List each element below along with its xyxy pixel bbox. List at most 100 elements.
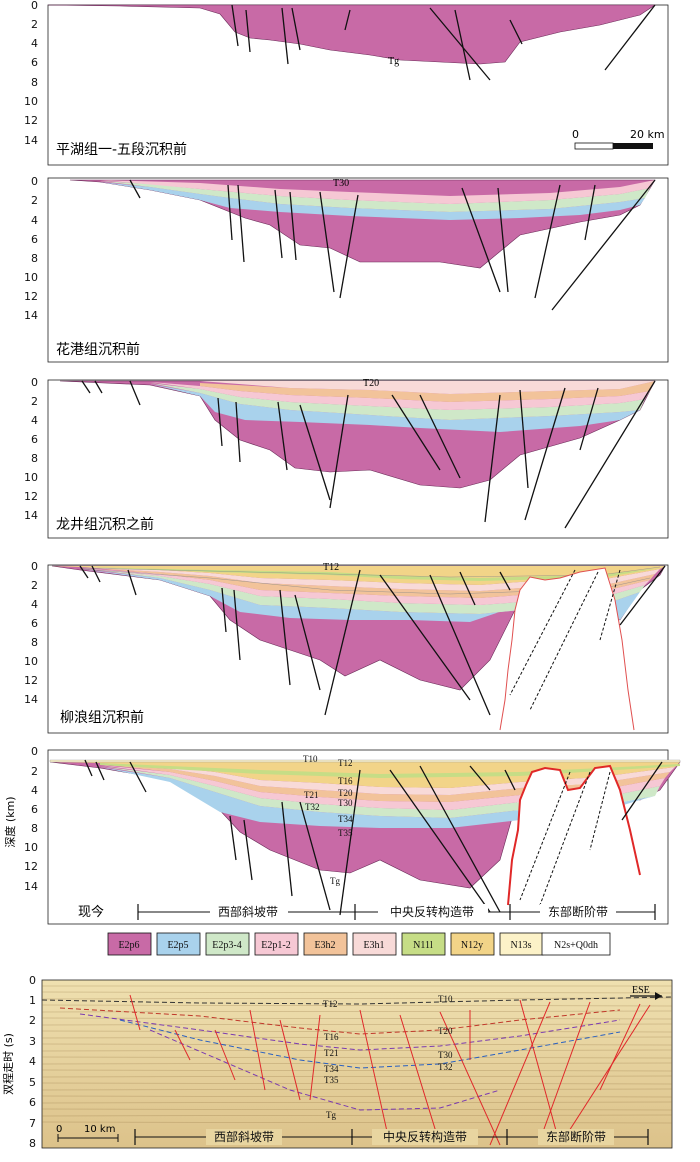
horizon-label: T34	[324, 1064, 339, 1074]
zone-label-central-inversion: 中央反转构造带	[383, 1129, 467, 1144]
legend-label: E3h1	[363, 940, 384, 951]
arrow-right-icon	[655, 992, 662, 1000]
seismic-scale-bar: 0 10 km	[56, 1124, 119, 1142]
scale-end: 20 km	[630, 128, 665, 141]
horizon-label: T20	[438, 1026, 453, 1036]
legend-item: E2p3-4	[205, 932, 250, 956]
time-tick: 6	[29, 1096, 36, 1109]
legend-label: N11l	[413, 940, 433, 951]
depth-tick: 8	[31, 252, 38, 265]
legend-item: E3h1	[352, 932, 397, 956]
depth-tick: 6	[31, 617, 38, 630]
horizon-label: T21	[324, 1048, 339, 1058]
layer-N13s	[49, 759, 681, 763]
horizon-label: T16	[338, 776, 353, 786]
legend: E2p6 E2p5 E2p3-4 E2p1-2 E3h2 E3h1 N11l	[107, 932, 611, 956]
scale-start: 0	[56, 1124, 62, 1135]
depth-tick: 4	[31, 414, 38, 427]
panel-5: 0 2 4 6 8 10 12 14 深度 (km)	[3, 745, 681, 925]
legend-item: N12y	[450, 932, 495, 956]
horizon-label: Tg	[330, 876, 340, 886]
depth-tick: 4	[31, 37, 38, 50]
layer-E2p1-2	[80, 568, 650, 605]
layer-E3h1	[200, 381, 655, 394]
legend-label: N12y	[461, 940, 483, 951]
depth-tick: 2	[31, 765, 38, 778]
zone-label-bg	[206, 1129, 282, 1145]
horizon-label: T10	[438, 994, 453, 1004]
panel-title: 花港组沉积前	[56, 341, 140, 358]
horizon-label-T20: T20	[363, 378, 379, 389]
time-tick: 0	[29, 974, 36, 987]
horizon-label-T30: T30	[333, 178, 349, 189]
legend-label: E2p5	[167, 940, 188, 951]
depth-tick: 14	[24, 509, 38, 522]
depth-tick: 6	[31, 233, 38, 246]
layer-E3h2	[80, 567, 655, 598]
depth-tick: 10	[24, 471, 38, 484]
horizon-label: T20	[338, 788, 353, 798]
legend-item: E2p5	[156, 932, 201, 956]
layer-E2p1-2	[150, 382, 650, 410]
zone-dividers	[134, 1129, 649, 1145]
time-axis-label: 双程走时 (s)	[2, 1033, 15, 1095]
legend-item: E2p6	[107, 932, 152, 956]
horizon-label: T30	[338, 798, 353, 808]
depth-tick: 6	[31, 56, 38, 69]
depth-tick: 8	[31, 76, 38, 89]
seismic-reflections	[41, 985, 673, 1124]
depth-axis: 0 2 4 6 8 10 12 14	[24, 745, 38, 893]
panel-4: 0 2 4 6 8 10 12 14	[24, 560, 669, 734]
depth-tick: 2	[31, 18, 38, 31]
inferred-faults	[509, 569, 621, 711]
horizon-label: T35	[338, 828, 353, 838]
depth-tick: 0	[31, 376, 38, 389]
seismic-faults	[129, 994, 651, 1146]
seismic-zone-labels: 西部斜坡带 中央反转构造带 东部断阶带	[214, 1129, 606, 1144]
zone-label-bg	[538, 1129, 614, 1145]
zone-label-central-inversion: 中央反转构造带	[390, 904, 474, 919]
direction-label: ESE	[632, 985, 650, 996]
horizon-label: T12	[338, 758, 353, 768]
depth-tick: 0	[31, 560, 38, 573]
panel-1: 0 2 4 6 8 10 12 14 Tg 0 20 km 平湖组一-五段沉积前	[24, 0, 669, 166]
faults	[129, 179, 656, 311]
legend-label: E2p3-4	[212, 940, 241, 951]
horizon-label: T35	[324, 1075, 339, 1085]
faults	[79, 565, 666, 716]
time-tick: 2	[29, 1014, 36, 1027]
layer-E2p3-4	[100, 181, 650, 212]
inferred-faults	[519, 771, 611, 906]
depth-tick: 14	[24, 693, 38, 706]
diapir-outline	[507, 764, 641, 906]
time-tick: 5	[29, 1076, 36, 1089]
faults	[231, 4, 656, 81]
layer-E3h2	[200, 381, 655, 402]
depth-axis-label: 深度 (km)	[3, 796, 17, 847]
depth-tick: 12	[24, 290, 38, 303]
depth-tick: 4	[31, 598, 38, 611]
depth-axis: 0 2 4 6 8 10 12 14	[24, 376, 38, 522]
horizon-label: T12	[323, 999, 338, 1009]
depth-tick: 8	[31, 636, 38, 649]
horizon-label-T12: T12	[323, 562, 339, 573]
panel-title: 龙井组沉积之前	[56, 516, 154, 533]
legend-label: E2p1-2	[261, 940, 290, 951]
panel-title: 现今	[78, 904, 104, 920]
legend-item: E3h2	[303, 932, 348, 956]
depth-tick: 0	[31, 745, 38, 758]
horizon-label-Tg: Tg	[388, 56, 399, 67]
scale-bar: 0 20 km	[572, 128, 665, 150]
depth-tick: 10	[24, 841, 38, 854]
layer-E3h1	[80, 567, 660, 591]
layer-E2p5	[100, 182, 645, 220]
depth-tick: 4	[31, 214, 38, 227]
horizon-label: Tg	[326, 1110, 336, 1120]
legend-item: N2s+Q0dh	[541, 932, 611, 956]
legend-item: N11l	[401, 932, 446, 956]
zone-labels: 西部斜坡带 中央反转构造带 东部断阶带	[218, 904, 608, 919]
depth-tick: 0	[31, 0, 38, 12]
legend-label: N13s	[510, 940, 531, 951]
depth-tick: 10	[24, 655, 38, 668]
